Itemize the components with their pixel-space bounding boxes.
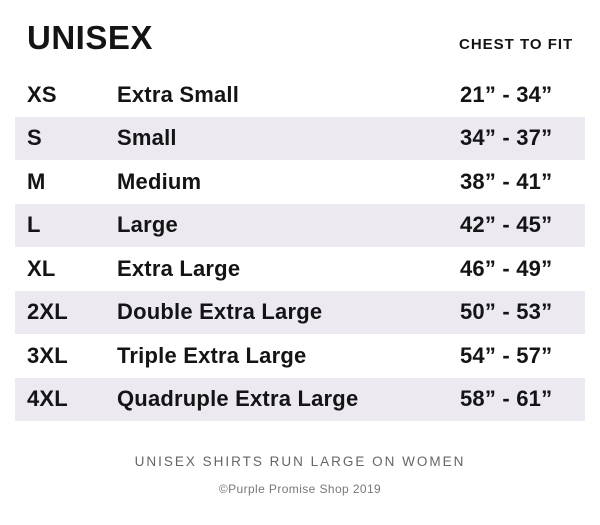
size-code-cell: XL bbox=[27, 255, 56, 281]
chest-range-cell: 34” - 37” bbox=[460, 125, 553, 151]
chart-header: UNISEX CHEST TO FIT bbox=[0, 0, 600, 73]
table-row: 2XL Double Extra Large 50” - 53” bbox=[15, 290, 585, 334]
table-row: XL Extra Large 46” - 49” bbox=[15, 247, 585, 291]
size-code-cell: 2XL bbox=[27, 299, 68, 325]
size-name-cell: Quadruple Extra Large bbox=[117, 386, 359, 412]
table-row: L Large 42” - 45” bbox=[15, 203, 585, 247]
size-code-cell: M bbox=[27, 168, 46, 194]
size-name-cell: Medium bbox=[117, 168, 202, 194]
size-name-cell: Double Extra Large bbox=[117, 299, 323, 325]
chest-range-cell: 54” - 57” bbox=[460, 342, 553, 368]
size-code-cell: L bbox=[27, 212, 41, 238]
size-name-cell: Triple Extra Large bbox=[117, 342, 307, 368]
copyright-line: ©Purple Promise Shop 2019 bbox=[218, 482, 382, 496]
chest-range-cell: 42” - 45” bbox=[460, 212, 553, 238]
size-code-cell: 3XL bbox=[27, 342, 68, 368]
chest-range-cell: 21” - 34” bbox=[460, 81, 553, 107]
chest-range-cell: 38” - 41” bbox=[460, 168, 553, 194]
page-title: UNISEX bbox=[27, 19, 153, 56]
size-name-cell: Extra Large bbox=[117, 255, 241, 281]
chest-range-cell: 58” - 61” bbox=[460, 386, 553, 412]
fit-note: UNISEX SHIRTS RUN LARGE ON WOMEN bbox=[134, 454, 466, 469]
size-name-cell: Extra Small bbox=[117, 81, 240, 107]
chest-range-cell: 50” - 53” bbox=[460, 299, 553, 325]
table-row: M Medium 38” - 41” bbox=[15, 160, 585, 204]
table-row: 4XL Quadruple Extra Large 58” - 61” bbox=[15, 377, 585, 421]
chart-footer: UNISEX SHIRTS RUN LARGE ON WOMEN ©Purple… bbox=[0, 454, 600, 496]
table-row: XS Extra Small 21” - 34” bbox=[15, 73, 585, 117]
size-name-cell: Small bbox=[117, 125, 177, 151]
size-name-cell: Large bbox=[117, 212, 178, 238]
size-code-cell: 4XL bbox=[27, 386, 68, 412]
table-row: 3XL Triple Extra Large 54” - 57” bbox=[15, 334, 585, 378]
chest-range-cell: 46” - 49” bbox=[460, 255, 553, 281]
size-code-cell: XS bbox=[27, 81, 57, 107]
chest-to-fit-column-header: CHEST TO FIT bbox=[459, 36, 574, 53]
size-code-cell: S bbox=[27, 125, 42, 151]
table-row: S Small 34” - 37” bbox=[15, 116, 585, 160]
size-table: XS Extra Small 21” - 34” S Small 34” - 3… bbox=[0, 73, 600, 421]
